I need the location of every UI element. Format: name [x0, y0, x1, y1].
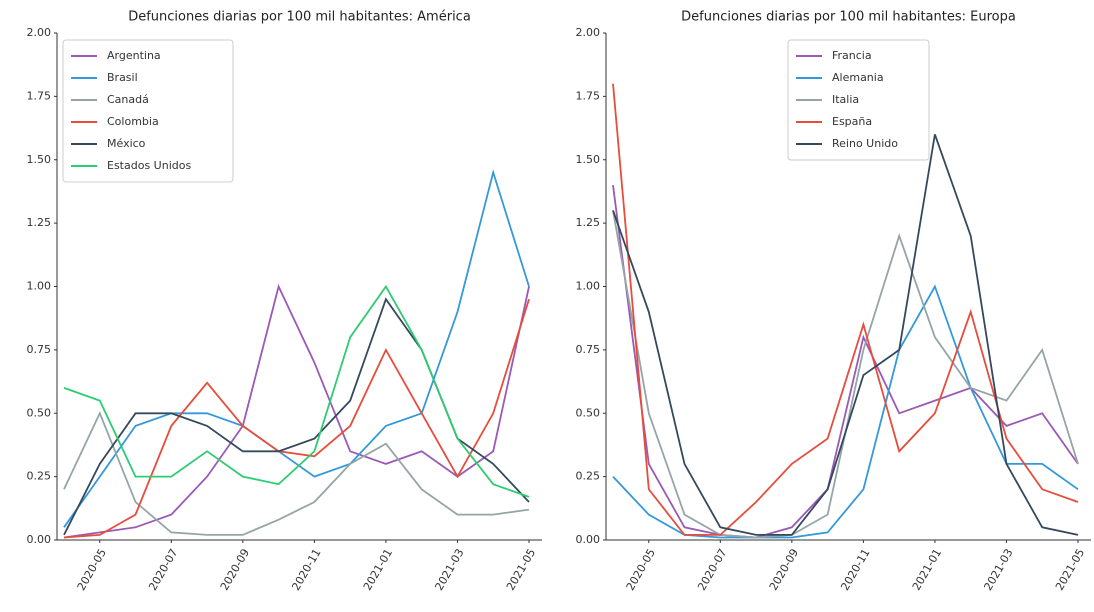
legend-label: Alemania — [832, 71, 884, 84]
y-tick-label: 0.75 — [576, 343, 601, 356]
x-tick-label: 2020-09 — [218, 547, 252, 593]
x-tick-label: 2020-05 — [75, 547, 109, 593]
y-tick-label: 1.75 — [27, 89, 52, 102]
x-tick-label: 2021-01 — [910, 547, 944, 593]
series-line — [612, 210, 1079, 539]
legend-label: Brasil — [107, 71, 138, 84]
legend-label: Argentina — [107, 49, 161, 62]
x-tick-label: 2020-11 — [838, 547, 872, 593]
y-tick-label: 1.25 — [576, 216, 601, 229]
x-tick-label: 2021-03 — [432, 547, 466, 593]
y-tick-label: 0.50 — [576, 406, 601, 419]
y-tick-label: 1.25 — [27, 216, 52, 229]
y-tick-label: 0.50 — [27, 406, 52, 419]
x-tick-label: 2021-03 — [981, 547, 1015, 593]
y-tick-label: 1.00 — [576, 280, 601, 293]
chart-title: Defunciones diarias por 100 mil habitant… — [128, 10, 471, 25]
y-tick-label: 2.00 — [27, 26, 52, 39]
legend-label: Reino Unido — [832, 137, 898, 150]
y-tick-label: 1.75 — [576, 89, 601, 102]
x-tick-label: 2020-11 — [289, 547, 323, 593]
x-tick-label: 2021-01 — [361, 547, 395, 593]
y-tick-label: 0.25 — [576, 470, 601, 483]
x-tick-label: 2020-07 — [146, 547, 180, 593]
series-line — [63, 411, 530, 536]
y-tick-label: 1.50 — [576, 153, 601, 166]
y-tick-label: 0.25 — [27, 470, 52, 483]
series-line — [63, 298, 530, 539]
series-line — [63, 283, 530, 539]
y-tick-label: 0.00 — [576, 533, 601, 546]
y-tick-label: 1.50 — [27, 153, 52, 166]
y-tick-label: 1.00 — [27, 280, 52, 293]
legend-label: Canadá — [107, 93, 149, 106]
series-line — [612, 83, 1079, 536]
series-line — [612, 184, 1079, 539]
legend-label: Italia — [832, 93, 859, 106]
legend-label: Estados Unidos — [107, 159, 191, 172]
legend-box — [787, 39, 930, 161]
x-tick-label: 2020-07 — [695, 547, 729, 593]
series-line — [63, 169, 530, 528]
series-line — [63, 284, 530, 498]
chart-title: Defunciones diarias por 100 mil habitant… — [681, 10, 1016, 25]
y-tick-label: 2.00 — [576, 26, 601, 39]
series-line — [612, 134, 1079, 536]
y-tick-label: 0.75 — [27, 343, 52, 356]
x-tick-label: 2021-05 — [1053, 547, 1087, 593]
legend-box — [62, 39, 234, 183]
x-tick-label: 2020-05 — [624, 547, 658, 593]
legend-label: Francia — [832, 49, 872, 62]
x-tick-label: 2020-09 — [767, 547, 801, 593]
legend-label: España — [832, 115, 872, 128]
y-tick-label: 0.00 — [27, 533, 52, 546]
legend-label: Colombia — [107, 115, 159, 128]
legend-label: México — [107, 137, 146, 150]
x-tick-label: 2021-05 — [504, 547, 538, 593]
